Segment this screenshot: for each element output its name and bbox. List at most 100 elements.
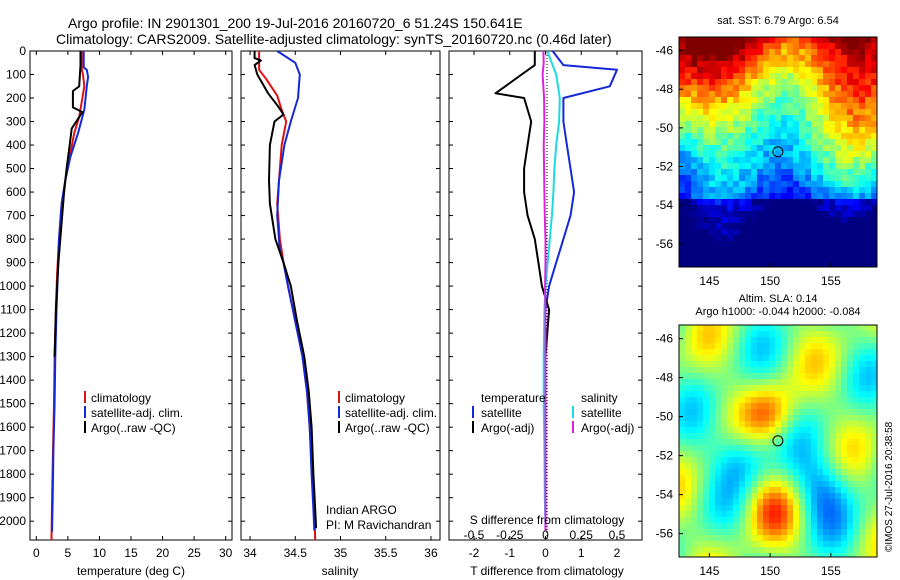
heatmap-cell — [721, 523, 728, 530]
heatmap-cell — [799, 43, 806, 50]
heatmap-cell — [769, 535, 776, 542]
heatmap-cell — [679, 67, 686, 74]
heatmap-cell — [697, 493, 704, 500]
heatmap-cell — [763, 433, 770, 440]
heatmap-cell — [829, 421, 836, 428]
heatmap-cell — [775, 529, 782, 536]
heatmap-cell — [799, 205, 806, 212]
heatmap-cell — [715, 415, 722, 422]
heatmap-cell — [763, 439, 770, 446]
heatmap-cell — [817, 133, 824, 140]
heatmap-cell — [835, 37, 842, 44]
heatmap-cell — [871, 223, 877, 230]
sla-map-frame — [678, 324, 878, 558]
heatmap-cell — [709, 211, 716, 218]
heatmap-cell — [871, 241, 877, 248]
heatmap-cell — [727, 361, 734, 368]
heatmap-cell — [703, 133, 710, 140]
heatmap-cell — [703, 247, 710, 254]
heatmap-cell — [679, 529, 686, 536]
heatmap-cell — [853, 259, 860, 266]
heatmap-cell — [745, 55, 752, 62]
heatmap-cell — [757, 415, 764, 422]
heatmap-cell — [721, 499, 728, 506]
heatmap-cell — [763, 337, 770, 344]
heatmap-cell — [793, 403, 800, 410]
heatmap-cell — [751, 457, 758, 464]
heatmap-cell — [697, 337, 704, 344]
heatmap-cell — [847, 487, 854, 494]
heatmap-cell — [733, 427, 740, 434]
heatmap-cell — [841, 517, 848, 524]
heatmap-cell — [805, 151, 812, 158]
heatmap-cell — [865, 445, 872, 452]
heatmap-cell — [727, 373, 734, 380]
heatmap-cell — [697, 97, 704, 104]
heatmap-cell — [823, 385, 830, 392]
heatmap-cell — [721, 451, 728, 458]
heatmap-cell — [829, 493, 836, 500]
heatmap-cell — [799, 535, 806, 542]
heatmap-cell — [739, 115, 746, 122]
heatmap-cell — [769, 367, 776, 374]
heatmap-cell — [679, 139, 686, 146]
heatmap-cell — [859, 265, 866, 267]
heatmap-cell — [787, 163, 794, 170]
heatmap-cell — [799, 151, 806, 158]
heatmap-cell — [805, 199, 812, 206]
heatmap-cell — [817, 361, 824, 368]
heatmap-cell — [727, 55, 734, 62]
heatmap-cell — [835, 103, 842, 110]
heatmap-cell — [679, 517, 686, 524]
heatmap-cell — [745, 499, 752, 506]
heatmap-cell — [733, 247, 740, 254]
heatmap-cell — [733, 199, 740, 206]
heatmap-cell — [685, 517, 692, 524]
heatmap-cell — [835, 181, 842, 188]
heatmap-cell — [871, 499, 877, 506]
heatmap-cell — [805, 247, 812, 254]
sla-map-title-line1: Altim. SLA: 0.14 — [739, 293, 818, 305]
heatmap-cell — [865, 337, 872, 344]
heatmap-cell — [679, 229, 686, 236]
heatmap-cell — [781, 553, 788, 557]
heatmap-cell — [697, 121, 704, 128]
heatmap-cell — [841, 175, 848, 182]
heatmap-cell — [745, 103, 752, 110]
heatmap-cell — [799, 511, 806, 518]
heatmap-cell — [769, 415, 776, 422]
heatmap-cell — [739, 469, 746, 476]
heatmap-cell — [751, 37, 758, 44]
heatmap-cell — [679, 205, 686, 212]
heatmap-cell — [697, 85, 704, 92]
heatmap-cell — [703, 175, 710, 182]
heatmap-cell — [787, 241, 794, 248]
heatmap-cell — [721, 223, 728, 230]
heatmap-cell — [781, 415, 788, 422]
heatmap-cell — [865, 505, 872, 512]
heatmap-cell — [805, 439, 812, 446]
heatmap-cell — [685, 217, 692, 224]
heatmap-cell — [841, 487, 848, 494]
heatmap-cell — [823, 181, 830, 188]
heatmap-cell — [703, 85, 710, 92]
heatmap-cell — [841, 55, 848, 62]
heatmap-cell — [811, 139, 818, 146]
heatmap-cell — [841, 103, 848, 110]
heatmap-cell — [793, 349, 800, 356]
heatmap-cell — [757, 259, 764, 266]
heatmap-cell — [757, 517, 764, 524]
heatmap-cell — [763, 523, 770, 530]
heatmap-cell — [697, 427, 704, 434]
heatmap-cell — [727, 337, 734, 344]
heatmap-cell — [685, 97, 692, 104]
heatmap-cell — [871, 91, 877, 98]
heatmap-cell — [679, 199, 686, 206]
heatmap-cell — [763, 133, 770, 140]
heatmap-cell — [733, 139, 740, 146]
heatmap-cell — [697, 529, 704, 536]
heatmap-cell — [757, 385, 764, 392]
heatmap-cell — [685, 523, 692, 530]
heatmap-cell — [859, 361, 866, 368]
heatmap-cell — [715, 445, 722, 452]
